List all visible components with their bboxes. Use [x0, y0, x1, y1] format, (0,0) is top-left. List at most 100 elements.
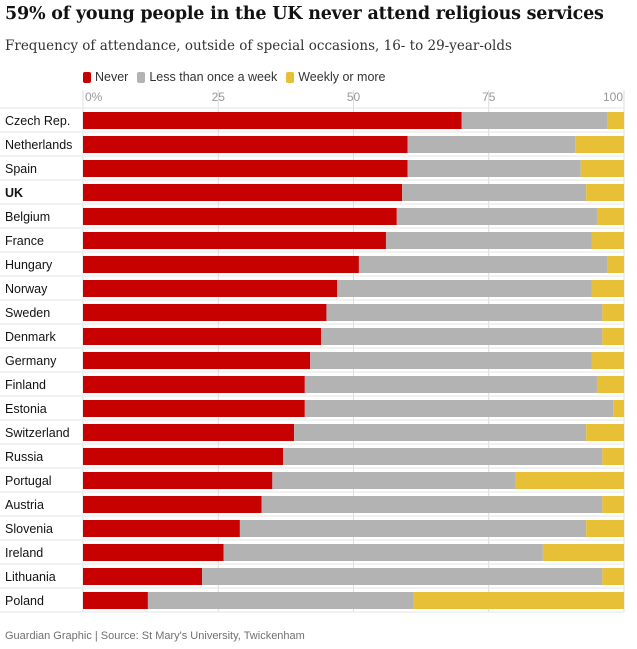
category-label: UK: [5, 186, 23, 200]
legend-swatch-less-than-weekly: [137, 71, 146, 83]
bar-segment-never: [83, 304, 327, 321]
x-tick-label: 50: [347, 90, 361, 104]
legend-label-never: Never: [95, 70, 129, 84]
bar-segment-never: [83, 112, 462, 129]
legend-swatch-never: [83, 71, 91, 83]
bar-segment-weekly-or-more: [596, 376, 624, 393]
chart-subtitle: Frequency of attendance, outside of spec…: [5, 38, 512, 54]
category-label: Spain: [5, 162, 37, 176]
bar-segment-weekly-or-more: [542, 544, 624, 561]
bar-segment-weekly-or-more: [515, 472, 624, 489]
bar-segment-less-than-weekly: [293, 424, 587, 441]
bar-segment-less-than-weekly: [385, 232, 592, 249]
bar-segment-less-than-weekly: [407, 136, 576, 153]
category-label: Germany: [5, 354, 57, 368]
chart-title: 59% of young people in the UK never atte…: [5, 4, 604, 24]
category-label: Netherlands: [5, 138, 72, 152]
legend-item-never: Never: [83, 70, 128, 84]
bar-segment-weekly-or-more: [613, 400, 624, 417]
bar-segment-weekly-or-more: [591, 232, 624, 249]
source-note: Guardian Graphic | Source: St Mary's Uni…: [5, 630, 305, 642]
bar-segment-never: [83, 376, 305, 393]
bar-segment-never: [83, 208, 397, 225]
bar-segment-never: [83, 328, 322, 345]
category-label: Hungary: [5, 258, 53, 272]
bar-segment-weekly-or-more: [575, 136, 624, 153]
bar-segment-weekly-or-more: [602, 568, 624, 585]
category-label: Poland: [5, 594, 44, 608]
category-label: Sweden: [5, 306, 50, 320]
bar-segment-never: [83, 280, 338, 297]
legend-swatch-weekly-or-more: [286, 71, 295, 83]
bar-segment-weekly-or-more: [602, 304, 624, 321]
bar-segment-never: [83, 496, 262, 513]
bar-segment-less-than-weekly: [310, 352, 592, 369]
bar-segment-never: [83, 352, 311, 369]
bar-segment-less-than-weekly: [337, 280, 592, 297]
bar-segment-never: [83, 592, 148, 609]
legend-label-less-than-weekly: Less than once a week: [149, 70, 278, 84]
bar-segment-weekly-or-more: [602, 448, 624, 465]
bar-segment-less-than-weekly: [239, 520, 587, 537]
bar-segment-less-than-weekly: [402, 184, 587, 201]
category-label: Lithuania: [5, 570, 56, 584]
category-label: Estonia: [5, 402, 47, 416]
bar-segment-weekly-or-more: [607, 112, 624, 129]
bar-segment-weekly-or-more: [607, 256, 624, 273]
bar-segment-never: [83, 520, 240, 537]
x-tick-label: 25: [212, 90, 226, 104]
bar-segment-weekly-or-more: [413, 592, 624, 609]
category-label: France: [5, 234, 44, 248]
category-label: Austria: [5, 498, 44, 512]
bar-segment-less-than-weekly: [304, 400, 614, 417]
stacked-bar-chart: 0% 25 50 75 100 Czech Rep. Netherlands Spain UK B…: [0, 90, 625, 613]
bar-segment-less-than-weekly: [272, 472, 516, 489]
bar-segment-weekly-or-more: [580, 160, 624, 177]
bar-segment-less-than-weekly: [407, 160, 581, 177]
legend-label-weekly-or-more: Weekly or more: [298, 70, 386, 84]
bar-segment-never: [83, 232, 386, 249]
category-label: Finland: [5, 378, 46, 392]
bar-segment-less-than-weekly: [147, 592, 414, 609]
bar-segment-weekly-or-more: [586, 424, 624, 441]
bar-segment-less-than-weekly: [358, 256, 608, 273]
bar-segment-never: [83, 136, 408, 153]
bar-segment-weekly-or-more: [586, 184, 624, 201]
bar-segment-weekly-or-more: [602, 328, 624, 345]
bar-segment-weekly-or-more: [596, 208, 624, 225]
x-tick-label: 0%: [85, 90, 103, 104]
legend-item-weekly-or-more: Weekly or more: [286, 70, 386, 84]
bar-segment-less-than-weekly: [396, 208, 597, 225]
x-tick-label: 75: [482, 90, 496, 104]
category-label: Slovenia: [5, 522, 53, 536]
bar-segment-never: [83, 472, 273, 489]
bar-segment-never: [83, 424, 294, 441]
category-label: Portugal: [5, 474, 52, 488]
bar-segment-less-than-weekly: [321, 328, 603, 345]
bar-segment-less-than-weekly: [223, 544, 543, 561]
category-label: Norway: [5, 282, 48, 296]
bar-segment-less-than-weekly: [202, 568, 603, 585]
bar-segment-weekly-or-more: [602, 496, 624, 513]
bar-segment-less-than-weekly: [326, 304, 603, 321]
legend-item-less-than-weekly: Less than once a week: [137, 70, 277, 84]
bar-segment-never: [83, 568, 203, 585]
bar-segment-less-than-weekly: [461, 112, 608, 129]
bar-segment-never: [83, 448, 284, 465]
category-label: Denmark: [5, 330, 56, 344]
category-label: Switzerland: [5, 426, 70, 440]
bar-segment-weekly-or-more: [591, 280, 624, 297]
chart-legend: Never Less than once a week Weekly or mo…: [83, 69, 395, 85]
bar-segment-less-than-weekly: [261, 496, 603, 513]
bar-segment-weekly-or-more: [586, 520, 624, 537]
x-tick-label: 100: [603, 90, 623, 104]
bar-segment-never: [83, 544, 224, 561]
bar-segment-never: [83, 160, 408, 177]
bar-segment-weekly-or-more: [591, 352, 624, 369]
category-label: Belgium: [5, 210, 50, 224]
bar-segment-never: [83, 184, 403, 201]
bar-segment-less-than-weekly: [304, 376, 597, 393]
bar-segment-never: [83, 256, 359, 273]
category-label: Ireland: [5, 546, 43, 560]
bar-segment-less-than-weekly: [283, 448, 603, 465]
